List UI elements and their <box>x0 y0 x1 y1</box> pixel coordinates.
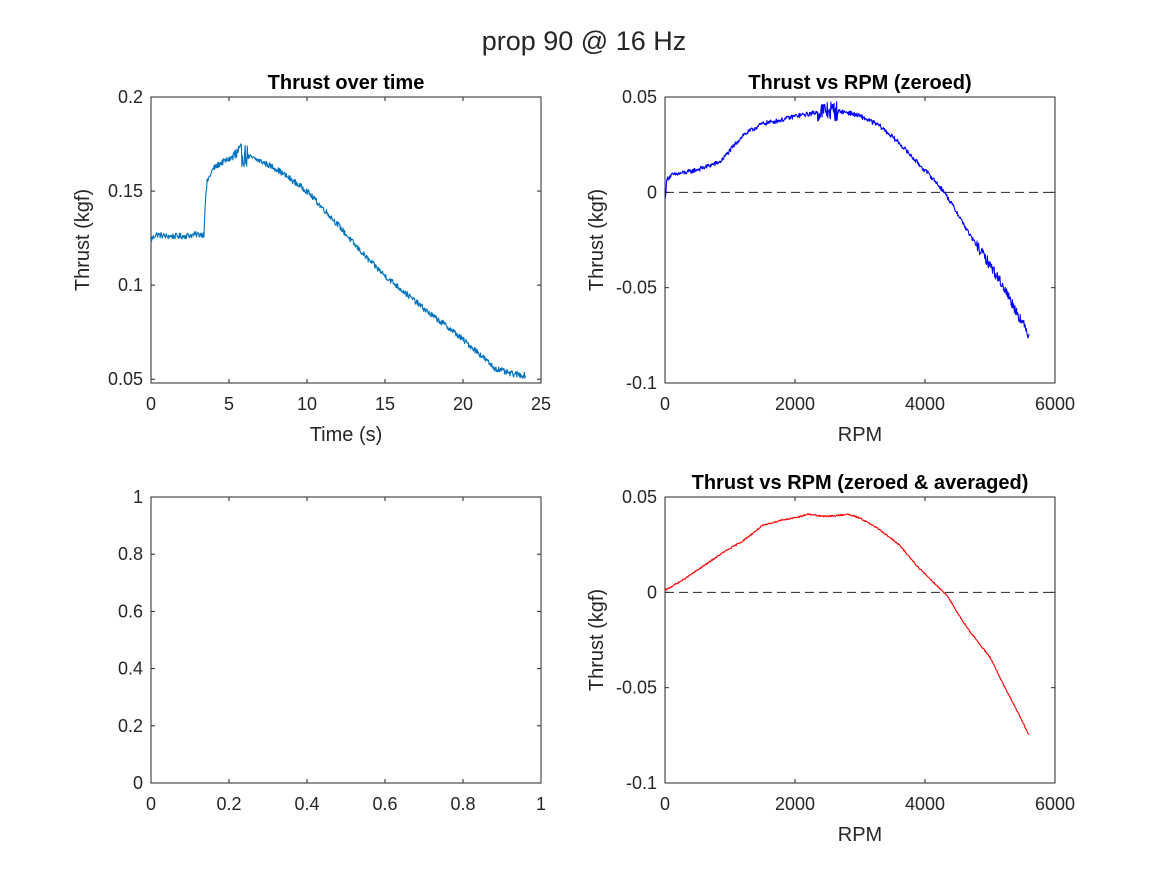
x-tick-label: 4000 <box>905 394 945 414</box>
x-tick-label: 2000 <box>775 794 815 814</box>
x-tick-label: 0.4 <box>294 794 319 814</box>
x-tick-label: 1 <box>536 794 546 814</box>
y-axis-label: Thrust (kgf) <box>72 189 94 291</box>
x-tick-label: 0 <box>660 794 670 814</box>
y-tick-label: -0.05 <box>616 278 657 298</box>
x-tick-label: 0.2 <box>216 794 241 814</box>
x-tick-label: 25 <box>531 394 551 414</box>
y-axis-label: Thrust (kgf) <box>586 589 608 691</box>
y-tick-label: 0.6 <box>118 601 143 621</box>
x-axis-label: RPM <box>838 424 882 446</box>
x-tick-label: 4000 <box>905 794 945 814</box>
y-tick-label: 0.05 <box>622 487 657 507</box>
axes-box <box>664 96 1056 384</box>
figure-title: prop 90 @ 16 Hz <box>482 26 687 56</box>
x-tick-label: 20 <box>453 394 473 414</box>
y-tick-label: 0.8 <box>118 544 143 564</box>
subplot-empty-axes: 0 0.2 0.4 0.6 0.8 1 0 0.2 0.4 0.6 0.8 1 <box>118 487 546 814</box>
series-line <box>664 101 1030 339</box>
x-tick-label: 6000 <box>1035 794 1075 814</box>
series-line <box>664 512 1030 735</box>
y-tick-label: 0 <box>133 773 143 793</box>
y-tick-label: 0.1 <box>118 275 143 295</box>
y-tick-label: 0.4 <box>118 659 143 679</box>
x-tick-label: 0.8 <box>450 794 475 814</box>
subplot-thrust-over-time: 0 5 10 15 20 25 0.05 0.1 0.15 0.2 Thrust over time… <box>72 72 551 446</box>
y-axis-label: Thrust (kgf) <box>586 189 608 291</box>
subplot-thrust-vs-rpm-zeroed: 0 2000 4000 6000 -0.1 -0.05 0 0.05 Thrust vs RPM… <box>586 72 1075 446</box>
y-tick-label: -0.1 <box>626 373 657 393</box>
x-tick-label: 10 <box>297 394 317 414</box>
y-tick-label: 0 <box>647 182 657 202</box>
x-tick-label: 2000 <box>775 394 815 414</box>
y-tick-label: 0.05 <box>622 87 657 107</box>
axes-box <box>150 96 542 384</box>
y-tick-label: 1 <box>133 487 143 507</box>
x-tick-label: 15 <box>375 394 395 414</box>
x-tick-label: 0 <box>660 394 670 414</box>
subplot-title: Thrust vs RPM (zeroed) <box>748 72 971 94</box>
y-tick-label: 0.05 <box>108 369 143 389</box>
y-tick-label: 0.2 <box>118 716 143 736</box>
series-line <box>150 143 526 379</box>
x-tick-label: 0 <box>146 394 156 414</box>
y-tick-label: 0 <box>647 582 657 602</box>
subplot-title: Thrust over time <box>268 72 425 94</box>
y-tick-label: 0.15 <box>108 181 143 201</box>
x-tick-label: 6000 <box>1035 394 1075 414</box>
x-tick-label: 0.6 <box>372 794 397 814</box>
axes-box <box>150 496 542 784</box>
y-tick-label: -0.05 <box>616 678 657 698</box>
y-tick-label: 0.2 <box>118 87 143 107</box>
x-axis-label: Time (s) <box>310 424 383 446</box>
axes-box <box>664 496 1056 784</box>
y-tick-label: -0.1 <box>626 773 657 793</box>
x-tick-label: 0 <box>146 794 156 814</box>
x-tick-label: 5 <box>224 394 234 414</box>
x-axis-label: RPM <box>838 824 882 846</box>
subplot-title: Thrust vs RPM (zeroed & averaged) <box>692 472 1029 494</box>
subplot-thrust-vs-rpm-averaged: 0 2000 4000 6000 -0.1 -0.05 0 0.05 Thrust vs RPM… <box>586 472 1075 846</box>
